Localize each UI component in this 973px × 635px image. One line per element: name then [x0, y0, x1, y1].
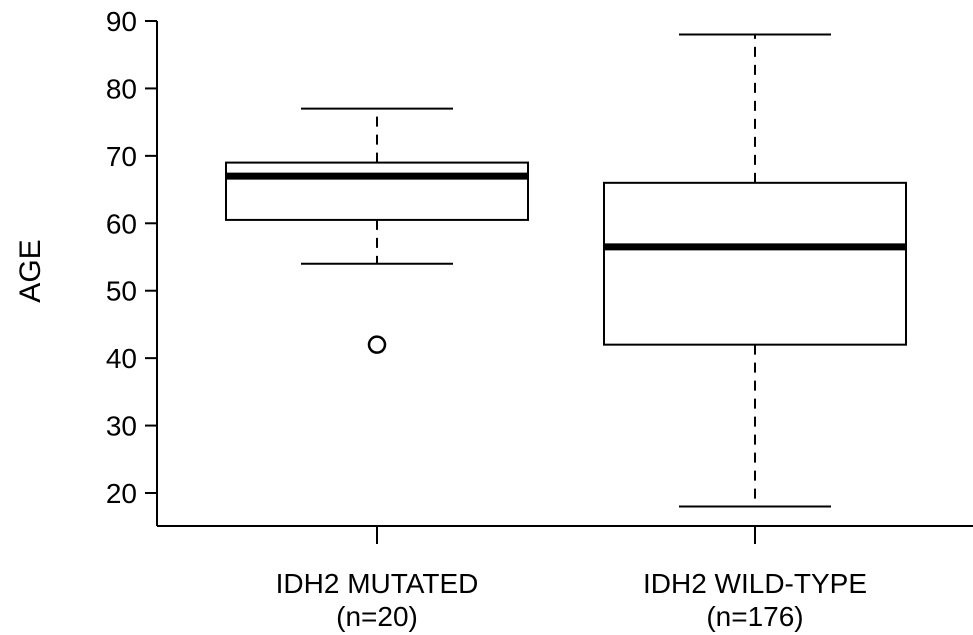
y-tick-label: 70 — [106, 141, 137, 172]
box-group — [603, 33, 907, 508]
box-iqr — [225, 161, 529, 221]
x-tick-sublabel: (n=176) — [706, 601, 803, 632]
plot-axes: 20 30 40 50 60 70 80 90 IDH2 MUTATED(n=20) IDH2 W… — [106, 6, 973, 632]
x-tick-label: IDH2 WILD-TYPE — [643, 568, 867, 599]
x-tick-label: IDH2 MUTATED — [276, 568, 479, 599]
y-tick-label: 40 — [106, 343, 137, 374]
y-tick-label: 80 — [106, 73, 137, 104]
y-tick-label: 30 — [106, 411, 137, 442]
x-tick-sublabel: (n=20) — [336, 601, 418, 632]
y-tick-label: 60 — [106, 208, 137, 239]
y-tick-label: 90 — [106, 6, 137, 37]
plot-marks — [225, 33, 907, 508]
outlier-point — [367, 335, 387, 354]
y-tick-label: 20 — [106, 478, 137, 509]
y-tick-label: 50 — [106, 276, 137, 307]
y-axis-label: AGE — [14, 239, 47, 302]
box-group — [225, 107, 529, 354]
box-iqr — [603, 181, 907, 346]
